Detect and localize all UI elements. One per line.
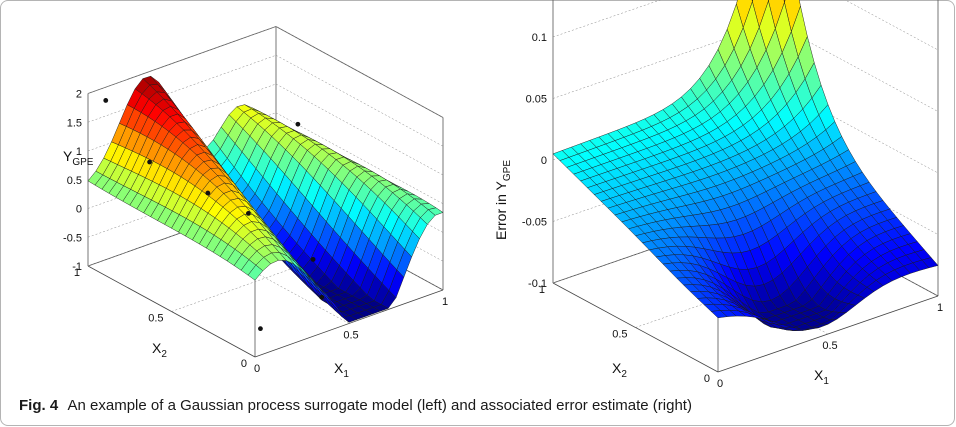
z-tick-label: 0: [76, 204, 82, 216]
figure-caption: Fig. 4 An example of a Gaussian process …: [19, 397, 692, 414]
z-tick-label: 0.1: [532, 32, 547, 44]
z-tick-label: 0: [541, 155, 547, 167]
x1-axis-label: X1: [814, 367, 829, 387]
z-tick-label: -0.05: [522, 217, 547, 229]
x2-tick-label: 1: [74, 267, 80, 279]
x2-tick-label: 1: [539, 284, 545, 296]
training-point: [147, 159, 153, 165]
x1-tick-label: 0.5: [822, 340, 837, 352]
x1-tick-label: 1: [937, 302, 943, 314]
x1-tick-label: 0: [717, 378, 723, 390]
caption-text: An example of a Gaussian process surroga…: [67, 397, 692, 414]
surface-patch: [247, 264, 264, 281]
x1-axis-label: X1: [334, 360, 349, 380]
x1-tick-label: 0: [254, 363, 260, 375]
surface: [552, 0, 939, 331]
training-point: [258, 326, 263, 332]
x2-tick-label: 0: [241, 358, 247, 370]
z-tick-label: -0.1: [528, 278, 547, 290]
z-tick-label: -1: [72, 261, 82, 273]
x2-tick-label: 0.5: [612, 329, 627, 341]
tick-labels: -1 -0.5 0 0.5 1 1.5 2 0 0.5 1 0 0.5 1: [63, 89, 448, 376]
training-points: [103, 98, 325, 332]
z-tick-label: -0.5: [63, 232, 82, 244]
x1-tick-label: 0.5: [343, 330, 358, 342]
x2-tick-label: 0.5: [148, 313, 163, 325]
training-point: [310, 257, 316, 262]
x2-tick-label: 0: [704, 373, 710, 385]
x2-axis-label: X2: [152, 340, 167, 360]
z-axis-label: YGPE: [63, 148, 94, 168]
training-point: [295, 121, 301, 127]
z-tick-label: 0.05: [526, 94, 547, 106]
x1-tick-label: 1: [442, 296, 448, 308]
training-point: [319, 294, 325, 300]
caption-label: Fig. 4: [19, 397, 59, 414]
training-point: [205, 190, 211, 196]
x2-axis-label: X2: [612, 360, 627, 380]
z-axis-label: Error in YGPE: [493, 160, 513, 240]
surface: [87, 75, 444, 323]
training-point: [245, 211, 251, 216]
z-tick-label: 1.5: [67, 117, 82, 129]
training-point: [103, 98, 109, 103]
surface-patch: [710, 310, 728, 319]
z-tick-label: 2: [76, 89, 82, 101]
z-tick-label: 1: [76, 146, 82, 158]
z-tick-label: 0.5: [67, 175, 82, 187]
